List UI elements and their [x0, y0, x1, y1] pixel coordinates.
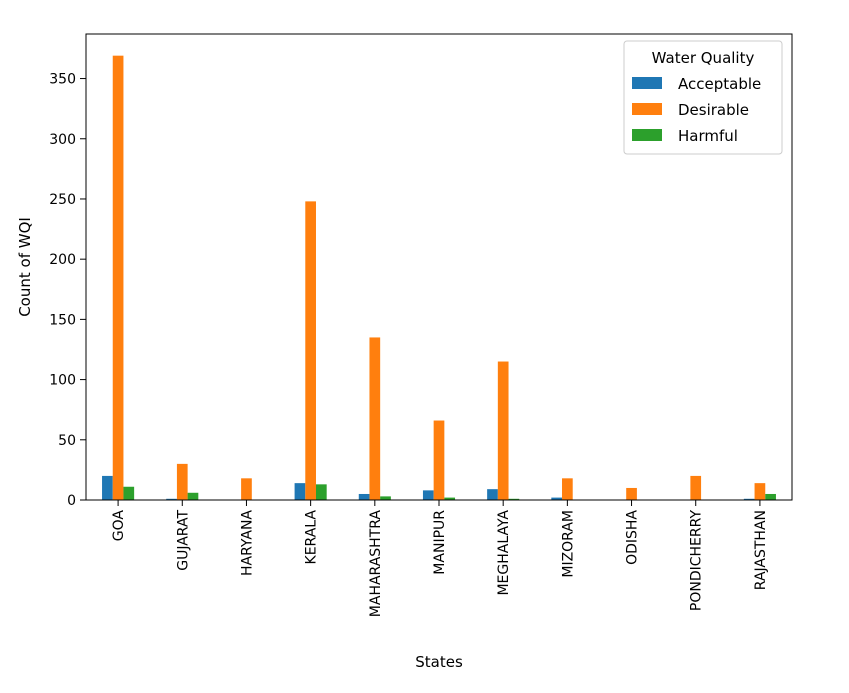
legend-swatch-desirable [632, 103, 662, 115]
x-tick-label: KERALA [304, 510, 320, 565]
y-tick-label: 300 [49, 132, 76, 148]
y-tick-label: 100 [49, 373, 76, 389]
legend-swatch-acceptable [632, 77, 662, 89]
legend-label-acceptable: Acceptable [678, 75, 761, 93]
bar-desirable-meghalaya [497, 361, 509, 500]
x-tick-label: MAHARASHTRA [368, 510, 384, 618]
y-axis-title: Count of WQI [16, 217, 34, 317]
legend-box [623, 40, 783, 155]
legend-label-harmful: Harmful [678, 127, 738, 145]
bar-acceptable-goa [102, 475, 113, 500]
x-tick-label: MIZORAM [560, 510, 576, 578]
legend-swatch-harmful [632, 129, 662, 141]
bar-desirable-pondicherry [690, 475, 702, 500]
x-tick-label: RAJASTHAN [753, 510, 769, 590]
x-tick-label: PONDICHERRY [689, 510, 705, 612]
bar-harmful-maharashtra [380, 496, 391, 500]
bar-acceptable-gujarat [166, 498, 177, 500]
legend-label-desirable: Desirable [678, 101, 749, 119]
y-tick-label: 150 [49, 312, 76, 328]
bar-harmful-manipur [444, 497, 456, 500]
bar-harmful-kerala [315, 484, 327, 500]
bar-acceptable-rajasthan [743, 498, 755, 500]
bar-desirable-mizoram [562, 478, 573, 500]
bar-harmful-gujarat [187, 492, 199, 500]
bar-desirable-gujarat [176, 463, 188, 500]
bar-desirable-odisha [626, 487, 637, 500]
bar-desirable-kerala [305, 201, 316, 500]
bar-desirable-rajasthan [754, 483, 766, 500]
x-tick-label: MANIPUR [432, 510, 448, 575]
bars-group [102, 55, 776, 501]
bar-desirable-maharashtra [369, 337, 381, 500]
y-axis-ticks: 0 50 100 150 200 250 300 350 [49, 72, 86, 509]
legend: Water Quality Acceptable Desirable Harmful [623, 40, 783, 155]
bar-desirable-goa [112, 55, 124, 501]
bar-harmful-rajasthan [765, 493, 776, 500]
y-tick-label: 350 [49, 72, 76, 88]
x-tick-label: HARYANA [239, 510, 255, 576]
y-tick-label: 50 [58, 433, 76, 449]
y-tick-label: 200 [49, 252, 76, 268]
x-axis-title: States [415, 653, 463, 671]
bar-acceptable-maharashtra [358, 493, 370, 500]
bar-harmful-goa [123, 486, 135, 500]
bar-desirable-manipur [433, 420, 445, 500]
bar-acceptable-manipur [422, 490, 434, 500]
bar-acceptable-mizoram [551, 497, 563, 500]
x-tick-label: GUJARAT [175, 510, 191, 571]
y-tick-label: 0 [67, 493, 76, 509]
x-tick-label: ODISHA [625, 510, 641, 565]
x-tick-label: GOA [111, 510, 127, 542]
plot-frame [85, 33, 793, 501]
legend-title: Water Quality [652, 49, 755, 67]
x-tick-label: MEGHALAYA [496, 510, 512, 596]
bar-harmful-meghalaya [508, 498, 520, 500]
bar-acceptable-kerala [294, 483, 306, 500]
bar-acceptable-meghalaya [487, 489, 498, 500]
y-tick-label: 250 [49, 192, 76, 208]
bar-desirable-haryana [241, 478, 252, 500]
x-axis-ticks: GOA GUJARAT HARYANA KERALA MAHARASHTRA MANIPU… [111, 500, 769, 617]
